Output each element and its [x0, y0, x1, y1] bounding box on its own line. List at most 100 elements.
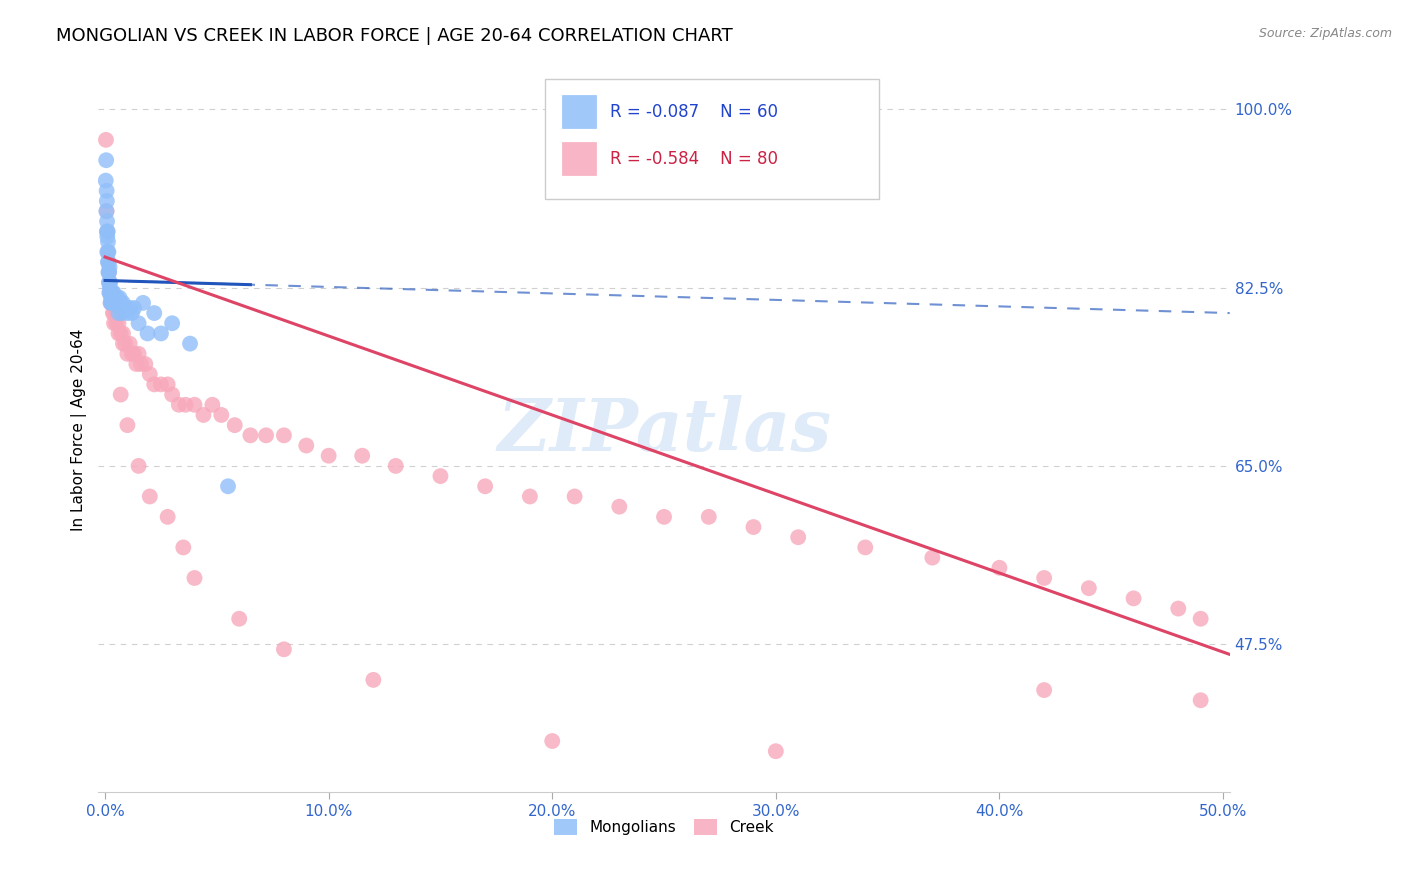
Point	[114, 301, 136, 315]
Point	[110, 296, 132, 310]
Point	[117, 306, 139, 320]
Point	[94, 173, 117, 187]
Point	[111, 336, 134, 351]
Point	[100, 285, 122, 300]
Point	[765, 744, 787, 758]
Point	[101, 296, 124, 310]
Point	[96, 153, 118, 168]
Point	[101, 285, 124, 300]
Point	[209, 408, 232, 422]
Point	[97, 225, 120, 239]
Point	[98, 285, 121, 300]
Point	[94, 133, 117, 147]
Point	[183, 398, 205, 412]
Point	[988, 561, 1011, 575]
Point	[160, 387, 183, 401]
Point	[98, 285, 121, 300]
Point	[100, 291, 122, 305]
Point	[97, 244, 120, 259]
Point	[100, 296, 122, 310]
Point	[1189, 612, 1212, 626]
Point	[114, 336, 136, 351]
Point	[97, 276, 120, 290]
Point	[118, 336, 141, 351]
Point	[98, 265, 121, 279]
Point	[273, 428, 295, 442]
Point	[103, 296, 125, 310]
Point	[160, 316, 183, 330]
Point	[98, 280, 121, 294]
Point	[156, 377, 179, 392]
Point	[132, 296, 155, 310]
Point	[97, 255, 120, 269]
Point	[129, 357, 152, 371]
Point	[122, 347, 145, 361]
Point	[254, 428, 277, 442]
Point	[105, 291, 128, 305]
Point	[179, 336, 201, 351]
Legend: Mongolians, Creek: Mongolians, Creek	[554, 819, 773, 835]
Point	[1033, 683, 1056, 698]
Point	[97, 255, 120, 269]
Point	[96, 229, 118, 244]
Point	[1189, 693, 1212, 707]
Text: ZIPatlas: ZIPatlas	[496, 395, 831, 466]
Point	[97, 244, 120, 259]
Point	[118, 301, 141, 315]
Point	[128, 458, 150, 473]
Point	[103, 316, 125, 330]
Point	[564, 490, 586, 504]
Point	[98, 276, 121, 290]
Point	[111, 326, 134, 341]
Point	[98, 285, 121, 300]
Point	[98, 260, 121, 275]
Point	[105, 306, 128, 320]
Point	[143, 377, 166, 392]
Point	[429, 469, 451, 483]
Point	[103, 285, 125, 300]
Point	[96, 244, 118, 259]
Point	[1077, 581, 1099, 595]
FancyBboxPatch shape	[562, 143, 596, 175]
Point	[105, 316, 128, 330]
Point	[652, 509, 675, 524]
Point	[217, 479, 239, 493]
Point	[136, 326, 159, 341]
Point	[853, 541, 876, 555]
FancyBboxPatch shape	[562, 95, 596, 128]
Point	[97, 255, 120, 269]
Point	[183, 571, 205, 585]
Point	[104, 291, 127, 305]
Point	[105, 296, 128, 310]
Point	[607, 500, 630, 514]
Point	[107, 326, 129, 341]
Point	[1033, 571, 1056, 585]
Point	[139, 368, 162, 382]
Point	[156, 509, 179, 524]
Point	[697, 509, 720, 524]
Point	[1122, 591, 1144, 606]
Point	[1167, 601, 1189, 615]
Point	[107, 316, 129, 330]
Point	[108, 291, 131, 305]
Point	[139, 490, 162, 504]
Point	[100, 296, 122, 310]
Point	[128, 347, 150, 361]
Point	[96, 204, 118, 219]
Point	[97, 265, 120, 279]
Point	[318, 449, 340, 463]
Point	[101, 285, 124, 300]
Point	[100, 285, 122, 300]
Point	[97, 265, 120, 279]
Text: R = -0.087    N = 60: R = -0.087 N = 60	[610, 103, 778, 121]
Point	[103, 306, 125, 320]
Point	[98, 276, 121, 290]
Point	[96, 225, 118, 239]
Point	[125, 357, 148, 371]
Point	[107, 296, 129, 310]
Point	[97, 235, 120, 249]
Point	[103, 291, 125, 305]
Point	[239, 428, 262, 442]
Point	[174, 398, 197, 412]
Point	[122, 301, 145, 315]
